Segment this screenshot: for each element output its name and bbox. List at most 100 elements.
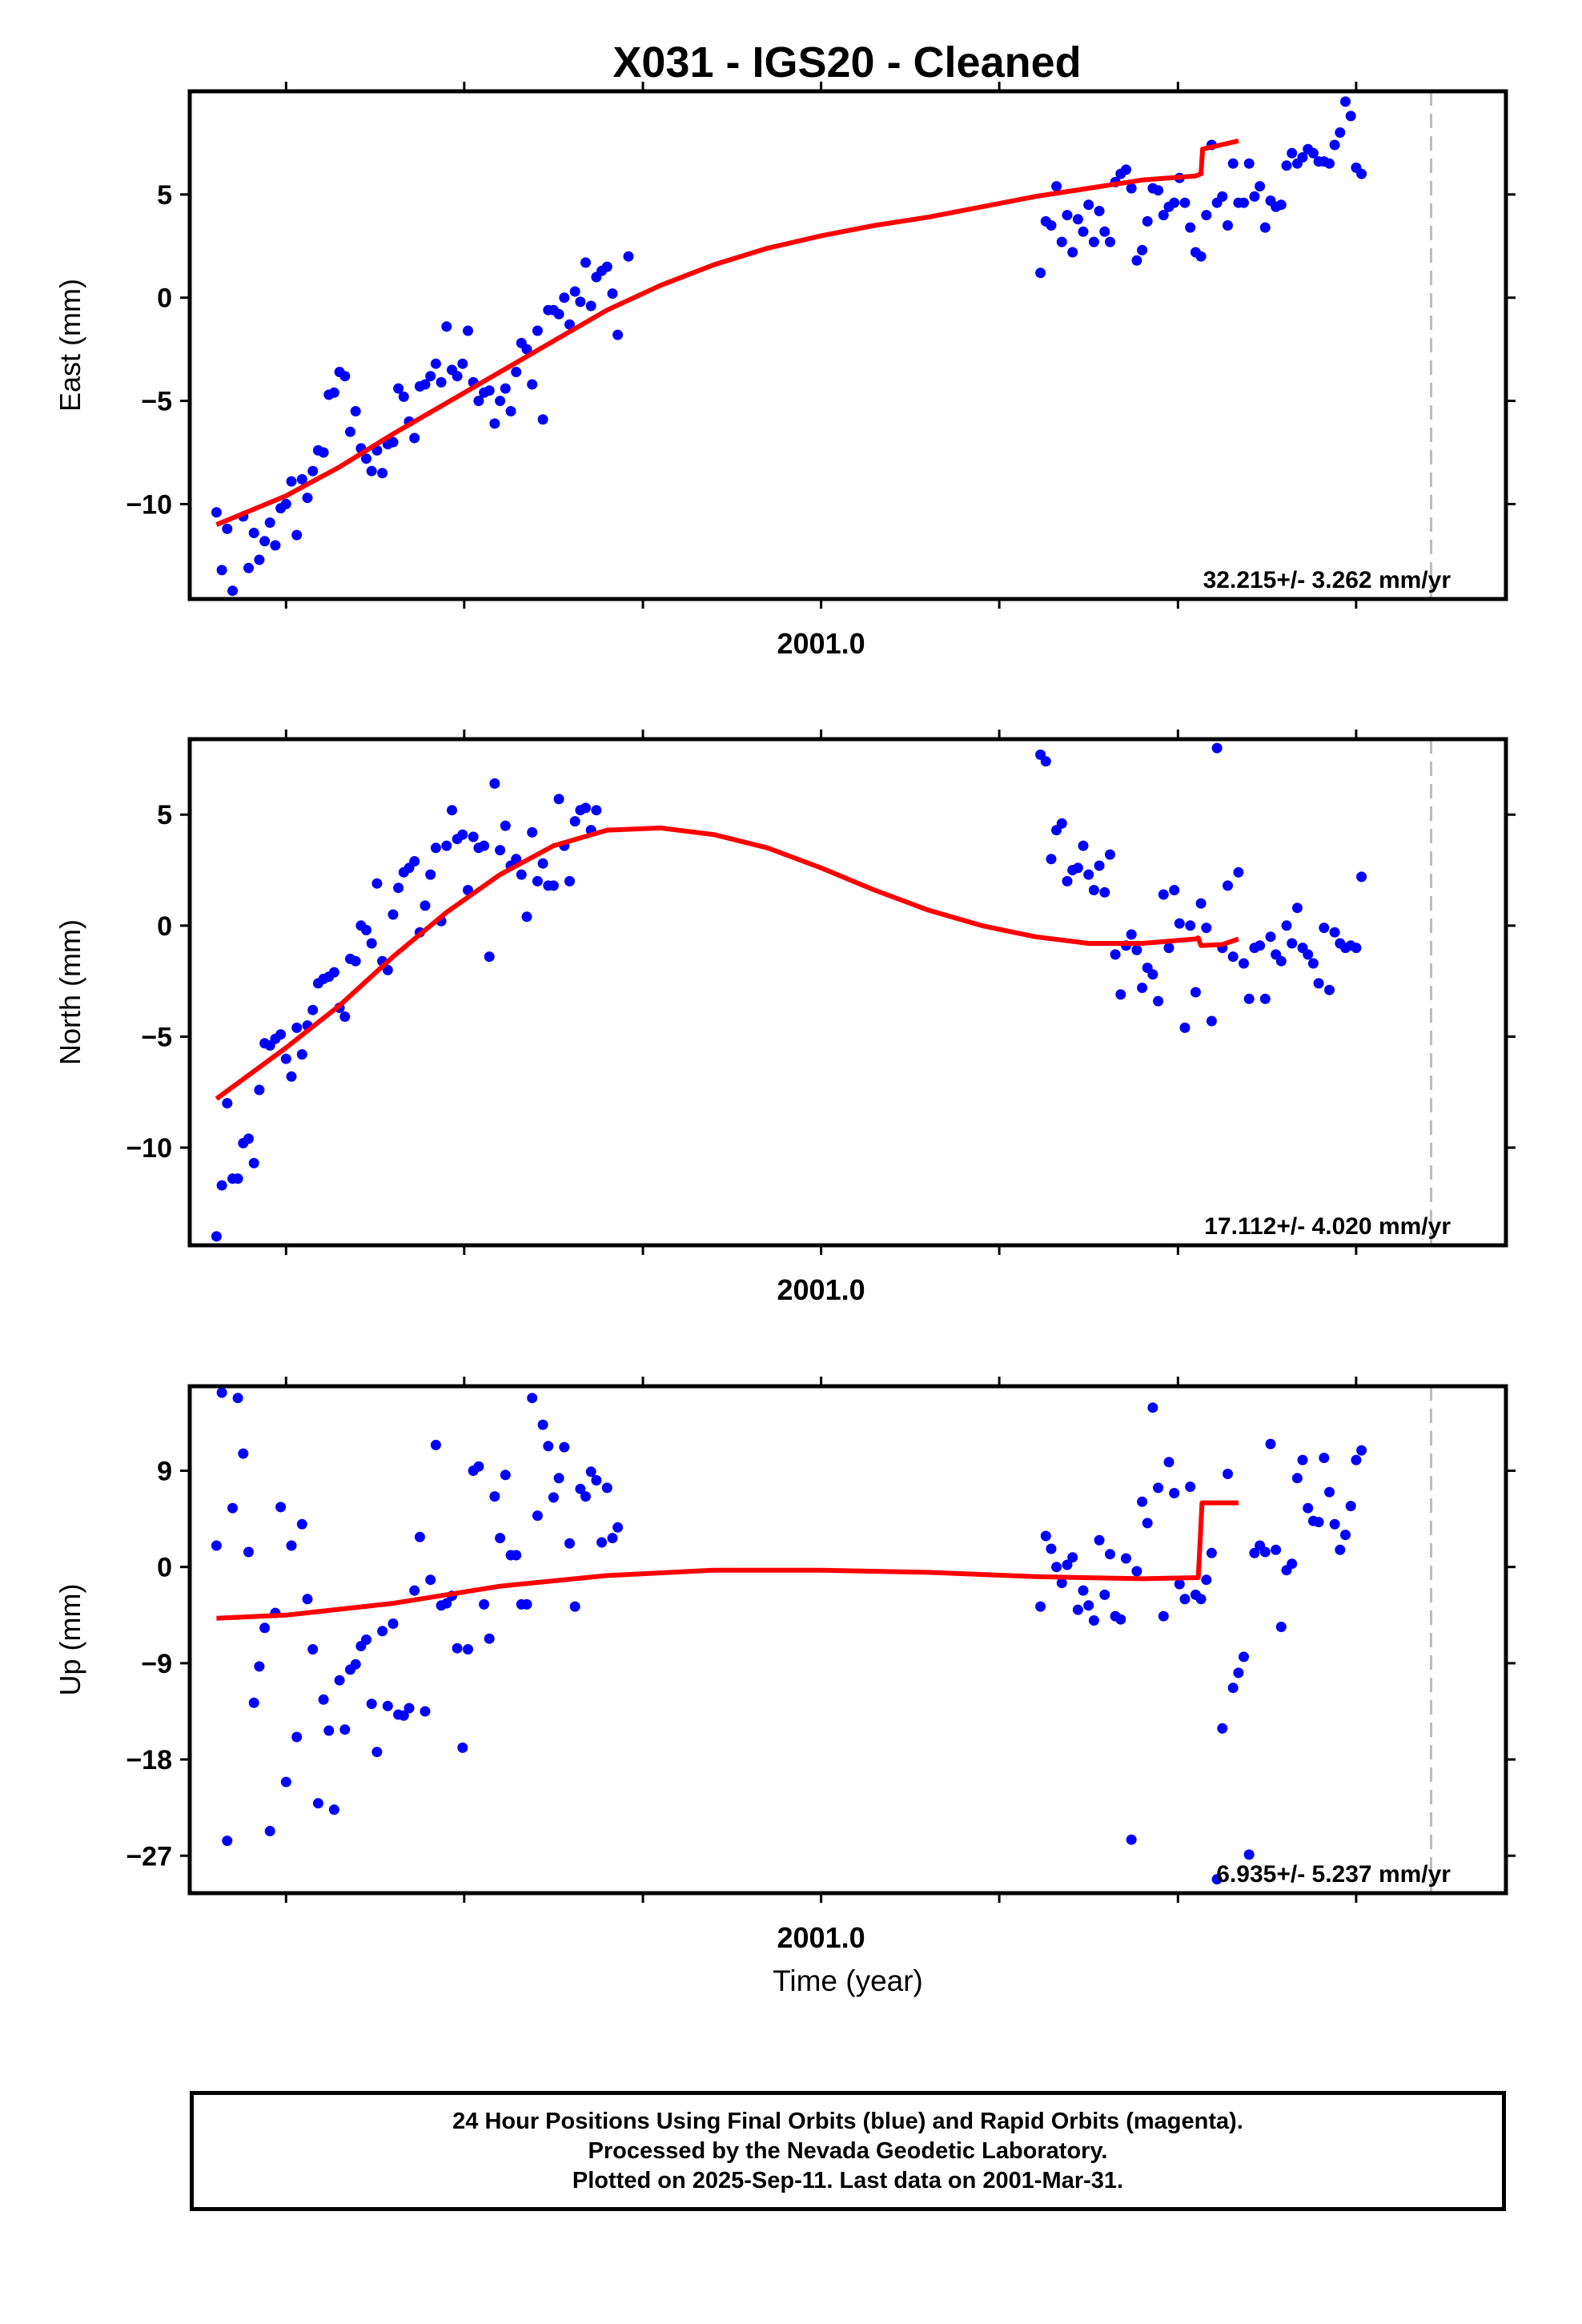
- y-tick-label: 5: [157, 180, 172, 211]
- data-point: [463, 1644, 473, 1655]
- data-point: [495, 845, 506, 856]
- data-point: [1142, 1518, 1153, 1529]
- data-point: [1313, 978, 1324, 989]
- data-point: [591, 1475, 602, 1486]
- data-point: [1083, 869, 1094, 880]
- data-point: [377, 468, 388, 479]
- data-point: [1271, 1544, 1282, 1555]
- data-point: [414, 1531, 425, 1542]
- data-point: [1121, 1553, 1131, 1564]
- data-point: [1046, 220, 1057, 231]
- data-point: [1153, 1482, 1164, 1494]
- data-point: [484, 385, 495, 396]
- x-tick-label: 2001.0: [777, 1921, 865, 1954]
- data-point: [1158, 889, 1169, 900]
- data-point: [387, 436, 399, 448]
- data-point: [1062, 210, 1073, 221]
- y-axis-label: East (mm): [54, 279, 86, 412]
- data-point: [500, 1470, 511, 1481]
- data-point: [211, 1231, 222, 1242]
- data-point: [1072, 862, 1083, 874]
- data-point: [495, 1533, 506, 1544]
- data-point: [537, 858, 548, 869]
- data-point: [1275, 199, 1287, 211]
- data-points: [211, 96, 1367, 597]
- data-point: [516, 869, 527, 880]
- data-point: [382, 964, 393, 975]
- data-point: [1078, 840, 1089, 851]
- data-point: [1223, 880, 1233, 891]
- data-point: [1153, 185, 1164, 196]
- data-point: [1243, 993, 1255, 1004]
- data-point: [286, 1540, 297, 1551]
- data-point: [521, 911, 532, 923]
- data-point: [489, 418, 500, 429]
- data-point: [559, 1441, 570, 1453]
- data-point: [1239, 1651, 1249, 1663]
- data-point: [1259, 222, 1271, 233]
- data-point: [328, 387, 339, 398]
- data-point: [371, 878, 383, 889]
- data-point: [1297, 152, 1308, 163]
- data-point: [1206, 1547, 1217, 1558]
- data-point: [1195, 898, 1207, 909]
- data-point: [1190, 987, 1201, 998]
- data-point: [1297, 1454, 1308, 1466]
- data-point: [1206, 1015, 1217, 1027]
- data-point: [339, 1724, 351, 1735]
- data-point: [312, 1798, 323, 1809]
- y-axis-label: Up (mm): [54, 1584, 86, 1696]
- data-point: [1233, 866, 1244, 878]
- data-point: [1249, 1547, 1260, 1558]
- data-point: [1287, 938, 1298, 949]
- data-point: [286, 1071, 297, 1082]
- data-point: [387, 909, 399, 920]
- data-point: [1275, 955, 1287, 967]
- data-point: [527, 379, 538, 390]
- data-point: [1147, 1402, 1158, 1413]
- data-point: [222, 523, 233, 534]
- data-point: [420, 900, 431, 911]
- data-point: [1201, 1574, 1212, 1586]
- data-point: [1329, 927, 1340, 938]
- data-point: [227, 1502, 238, 1514]
- data-point: [291, 1022, 303, 1033]
- data-point: [543, 1441, 554, 1452]
- data-point: [1281, 920, 1292, 931]
- data-point: [1056, 818, 1067, 829]
- data-point: [318, 447, 329, 458]
- data-point: [1217, 191, 1228, 202]
- data-point: [1094, 206, 1105, 216]
- data-point: [1105, 849, 1115, 860]
- plot-frame: [187, 737, 1508, 1248]
- data-point: [286, 476, 297, 487]
- data-point: [1099, 887, 1110, 898]
- data-point: [302, 1594, 313, 1605]
- data-point: [532, 875, 543, 887]
- data-point: [1062, 875, 1073, 887]
- data-point: [1088, 885, 1099, 895]
- data-point: [489, 778, 500, 789]
- data-point: [1239, 958, 1249, 969]
- data-point: [1356, 871, 1367, 883]
- plot-area: [190, 91, 1506, 599]
- data-point: [409, 1585, 420, 1596]
- data-point: [484, 951, 495, 963]
- model-fit-line: [216, 1500, 1239, 1621]
- data-point: [361, 1634, 371, 1645]
- data-point: [1287, 1558, 1298, 1570]
- data-point: [447, 805, 457, 816]
- data-point: [623, 251, 634, 262]
- data-point: [537, 1419, 548, 1430]
- rate-label: 6.935+/- 5.237 mm/yr: [1216, 1861, 1451, 1888]
- data-point: [1153, 995, 1164, 1007]
- data-point: [1163, 1457, 1174, 1468]
- footer-line-2: Processed by the Nevada Geodetic Laborat…: [588, 2137, 1108, 2164]
- data-point: [1303, 949, 1314, 960]
- data-point: [248, 1697, 259, 1708]
- data-point: [1126, 929, 1137, 940]
- data-point: [1094, 860, 1105, 871]
- data-point: [1110, 949, 1121, 960]
- data-point: [425, 1574, 436, 1586]
- data-point: [1158, 210, 1169, 221]
